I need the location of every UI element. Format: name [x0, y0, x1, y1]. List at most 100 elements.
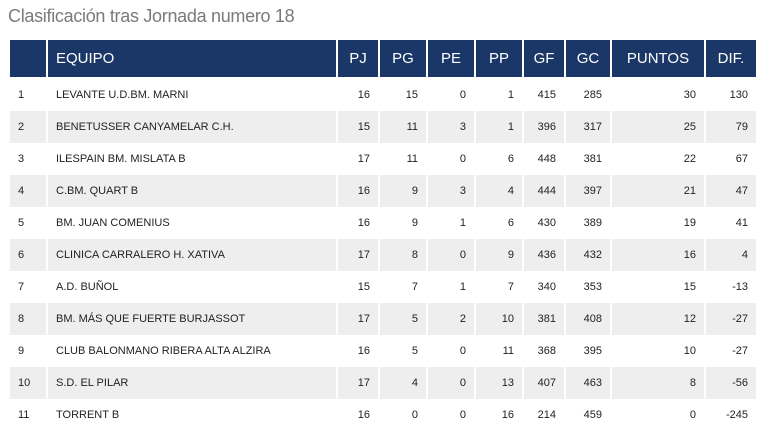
- cell-pp: 13: [476, 367, 522, 399]
- cell-dif: 79: [706, 111, 756, 143]
- cell-gc: 353: [566, 271, 610, 303]
- cell-pg: 11: [380, 143, 426, 175]
- header-pp[interactable]: PP: [476, 40, 522, 79]
- header-gc[interactable]: GC: [566, 40, 610, 79]
- cell-gc: 463: [566, 367, 610, 399]
- standings-table: EQUIPO PJ PG PE PP GF GC PUNTOS DIF. 1 L…: [8, 40, 758, 431]
- header-pj[interactable]: PJ: [338, 40, 378, 79]
- cell-team[interactable]: BENETUSSER CANYAMELAR C.H.: [48, 111, 336, 143]
- table-row: 2 BENETUSSER CANYAMELAR C.H. 15 11 3 1 3…: [10, 111, 756, 143]
- cell-gc: 408: [566, 303, 610, 335]
- table-row: 3 ILESPAIN BM. MISLATA B 17 11 0 6 448 3…: [10, 143, 756, 175]
- cell-position: 8: [10, 303, 46, 335]
- table-row: 1 LEVANTE U.D.BM. MARNI 16 15 0 1 415 28…: [10, 79, 756, 111]
- table-row: 6 CLINICA CARRALERO H. XATIVA 17 8 0 9 4…: [10, 239, 756, 271]
- cell-position: 3: [10, 143, 46, 175]
- table-body: 1 LEVANTE U.D.BM. MARNI 16 15 0 1 415 28…: [10, 79, 756, 431]
- cell-pe: 3: [428, 175, 474, 207]
- cell-dif: 41: [706, 207, 756, 239]
- cell-team[interactable]: BM. MÁS QUE FUERTE BURJASSOT: [48, 303, 336, 335]
- table-row: 4 C.BM. QUART B 16 9 3 4 444 397 21 47: [10, 175, 756, 207]
- cell-dif: 130: [706, 79, 756, 111]
- cell-pp: 16: [476, 399, 522, 431]
- cell-gf: 407: [524, 367, 564, 399]
- cell-position: 6: [10, 239, 46, 271]
- cell-gf: 381: [524, 303, 564, 335]
- header-pg[interactable]: PG: [380, 40, 426, 79]
- cell-team[interactable]: CLUB BALONMANO RIBERA ALTA ALZIRA: [48, 335, 336, 367]
- cell-pj: 16: [338, 175, 378, 207]
- cell-team[interactable]: BM. JUAN COMENIUS: [48, 207, 336, 239]
- cell-pj: 16: [338, 207, 378, 239]
- cell-team[interactable]: C.BM. QUART B: [48, 175, 336, 207]
- cell-puntos: 21: [612, 175, 704, 207]
- cell-gf: 340: [524, 271, 564, 303]
- cell-gf: 396: [524, 111, 564, 143]
- cell-dif: 67: [706, 143, 756, 175]
- cell-pg: 11: [380, 111, 426, 143]
- cell-gc: 285: [566, 79, 610, 111]
- cell-pg: 8: [380, 239, 426, 271]
- cell-pj: 16: [338, 399, 378, 431]
- cell-pp: 6: [476, 143, 522, 175]
- cell-gf: 214: [524, 399, 564, 431]
- cell-team[interactable]: ILESPAIN BM. MISLATA B: [48, 143, 336, 175]
- cell-dif: -13: [706, 271, 756, 303]
- cell-pe: 0: [428, 143, 474, 175]
- cell-position: 4: [10, 175, 46, 207]
- cell-pj: 17: [338, 303, 378, 335]
- cell-gf: 430: [524, 207, 564, 239]
- cell-pp: 1: [476, 79, 522, 111]
- cell-gc: 317: [566, 111, 610, 143]
- cell-position: 11: [10, 399, 46, 431]
- header-gf[interactable]: GF: [524, 40, 564, 79]
- cell-team[interactable]: CLINICA CARRALERO H. XATIVA: [48, 239, 336, 271]
- cell-gc: 395: [566, 335, 610, 367]
- cell-pj: 16: [338, 79, 378, 111]
- cell-pg: 4: [380, 367, 426, 399]
- cell-pp: 1: [476, 111, 522, 143]
- table-row: 9 CLUB BALONMANO RIBERA ALTA ALZIRA 16 5…: [10, 335, 756, 367]
- cell-puntos: 15: [612, 271, 704, 303]
- cell-gf: 436: [524, 239, 564, 271]
- header-dif[interactable]: DIF.: [706, 40, 756, 79]
- cell-pj: 15: [338, 271, 378, 303]
- cell-dif: -56: [706, 367, 756, 399]
- cell-pj: 17: [338, 143, 378, 175]
- cell-gf: 415: [524, 79, 564, 111]
- cell-pg: 5: [380, 335, 426, 367]
- cell-dif: -245: [706, 399, 756, 431]
- cell-pe: 0: [428, 399, 474, 431]
- table-row: 7 A.D. BUÑOL 15 7 1 7 340 353 15 -13: [10, 271, 756, 303]
- cell-pp: 10: [476, 303, 522, 335]
- cell-position: 5: [10, 207, 46, 239]
- cell-pg: 15: [380, 79, 426, 111]
- cell-pj: 16: [338, 335, 378, 367]
- cell-team[interactable]: A.D. BUÑOL: [48, 271, 336, 303]
- cell-pe: 0: [428, 367, 474, 399]
- cell-pe: 1: [428, 271, 474, 303]
- cell-team[interactable]: TORRENT B: [48, 399, 336, 431]
- cell-gc: 397: [566, 175, 610, 207]
- header-position: [10, 40, 46, 79]
- header-puntos[interactable]: PUNTOS: [612, 40, 704, 79]
- page-title: Clasificación tras Jornada numero 18: [8, 6, 295, 26]
- cell-puntos: 16: [612, 239, 704, 271]
- cell-pg: 0: [380, 399, 426, 431]
- cell-dif: 47: [706, 175, 756, 207]
- header-pe[interactable]: PE: [428, 40, 474, 79]
- cell-team[interactable]: LEVANTE U.D.BM. MARNI: [48, 79, 336, 111]
- table-row: 11 TORRENT B 16 0 0 16 214 459 0 -245: [10, 399, 756, 431]
- cell-team[interactable]: S.D. EL PILAR: [48, 367, 336, 399]
- cell-puntos: 10: [612, 335, 704, 367]
- cell-gf: 368: [524, 335, 564, 367]
- cell-gc: 459: [566, 399, 610, 431]
- cell-pg: 9: [380, 175, 426, 207]
- header-team[interactable]: EQUIPO: [48, 40, 336, 79]
- cell-pe: 0: [428, 79, 474, 111]
- table-row: 5 BM. JUAN COMENIUS 16 9 1 6 430 389 19 …: [10, 207, 756, 239]
- cell-dif: -27: [706, 335, 756, 367]
- cell-pg: 7: [380, 271, 426, 303]
- cell-gc: 381: [566, 143, 610, 175]
- cell-puntos: 30: [612, 79, 704, 111]
